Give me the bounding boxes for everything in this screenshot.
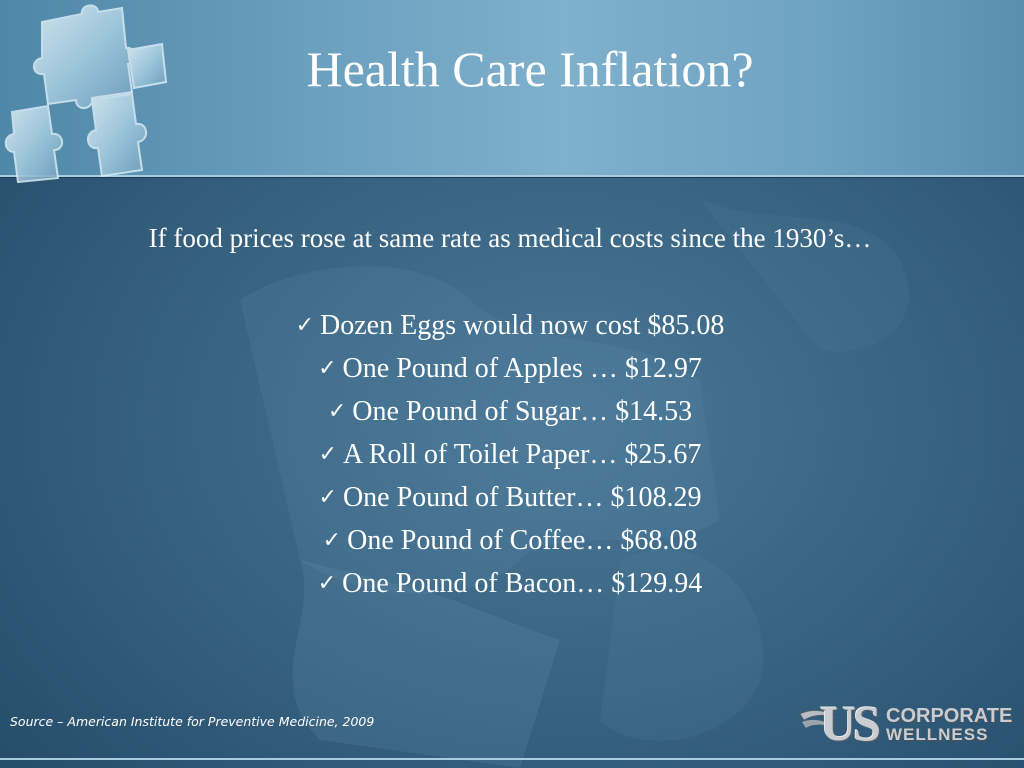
list-item-text: One Pound of Butter… $108.29: [342, 482, 702, 513]
list-item-text: One Pound of Apples … $12.97: [342, 353, 702, 384]
logo-text-line2: WELLNESS: [886, 725, 989, 744]
swoosh-icon: [799, 710, 837, 728]
list-item-text: A Roll of Toilet Paper… $25.67: [343, 439, 702, 470]
logo-mark: US: [820, 695, 881, 751]
list-item: ✓ One Pound of Coffee… $68.08: [150, 520, 870, 563]
list-item: ✓ One Pound of Bacon… $129.94: [150, 563, 870, 606]
checkmark-icon: ✓: [318, 356, 337, 381]
footer-divider: [0, 758, 1024, 760]
list-item-text: One Pound of Bacon… $129.94: [342, 568, 703, 599]
header-band: [0, 0, 1024, 175]
list-item: ✓ One Pound of Butter… $108.29: [150, 477, 870, 520]
price-list: ✓ Dozen Eggs would now cost $85.08 ✓ One P…: [150, 305, 870, 606]
list-item: ✓ One Pound of Sugar… $14.53: [150, 391, 870, 434]
checkmark-icon: ✓: [317, 571, 337, 596]
logo-text-line1: CORPORATE: [886, 705, 1013, 727]
list-item: ✓ Dozen Eggs would now cost $85.08: [150, 305, 870, 348]
list-item-text: One Pound of Sugar… $14.53: [352, 396, 693, 427]
list-item-text: One Pound of Coffee… $68.08: [347, 525, 698, 556]
list-item-text: Dozen Eggs would now cost $85.08: [320, 310, 725, 341]
intro-text: If food prices rose at same rate as medi…: [148, 223, 872, 253]
slide-title: Health Care Inflation?: [306, 41, 754, 97]
source-citation: Source – American Institute for Preventi…: [10, 714, 375, 729]
checkmark-icon: ✓: [327, 399, 347, 424]
header-divider: [0, 175, 1024, 177]
checkmark-icon: ✓: [318, 485, 337, 510]
company-logo: US CORPORATE WELLNESS: [798, 695, 1023, 752]
puzzle-pieces-icon: [4, 4, 168, 184]
checkmark-icon: ✓: [318, 442, 338, 467]
checkmark-icon: ✓: [295, 313, 315, 338]
checkmark-icon: ✓: [322, 528, 342, 553]
list-item: ✓ A Roll of Toilet Paper… $25.67: [150, 434, 870, 477]
list-item: ✓ One Pound of Apples … $12.97: [150, 348, 870, 391]
